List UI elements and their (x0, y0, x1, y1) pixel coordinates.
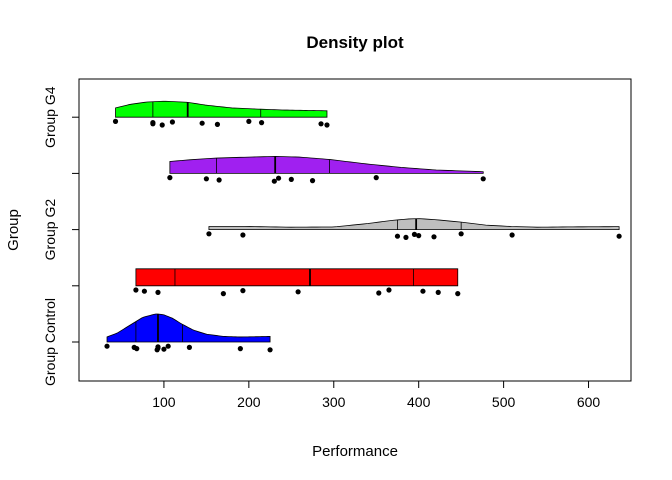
data-point (386, 287, 392, 293)
data-point (376, 290, 382, 296)
data-point (134, 346, 140, 352)
data-point (373, 175, 379, 181)
data-point (237, 346, 243, 352)
data-point (165, 343, 171, 349)
data-point (288, 176, 294, 182)
data-point (271, 178, 277, 184)
density-series-4 (167, 156, 486, 184)
data-point (161, 346, 167, 352)
data-point (275, 175, 282, 181)
data-point (203, 176, 209, 182)
data-point (509, 232, 515, 238)
density-shape (106, 313, 271, 343)
x-tick-label: 200 (237, 394, 261, 410)
data-point (186, 344, 192, 350)
density-series-5 (112, 100, 330, 128)
data-point (240, 288, 246, 294)
data-point (240, 232, 246, 238)
data-point (258, 120, 265, 126)
chart-title: Density plot (306, 33, 404, 52)
data-point (104, 343, 110, 349)
data-point (141, 288, 147, 294)
y-tick-label: Group G2 (42, 199, 58, 261)
data-point (150, 121, 156, 127)
data-point (458, 231, 464, 237)
data-point (155, 345, 161, 351)
data-point (159, 122, 165, 128)
x-axis: 100 200 300 400 500 600 (152, 380, 601, 410)
density-shape (208, 218, 620, 230)
x-tick-label: 600 (577, 394, 601, 410)
data-point (455, 291, 461, 297)
density-series-2 (133, 268, 461, 297)
data-point (133, 287, 139, 293)
data-point (246, 118, 252, 124)
data-point (167, 175, 173, 181)
data-point (394, 233, 401, 239)
data-point (267, 347, 273, 353)
data-point (420, 288, 426, 294)
x-tick-label: 100 (152, 394, 176, 410)
data-point (155, 289, 161, 295)
data-point (199, 120, 205, 126)
data-point (616, 233, 622, 239)
data-point (112, 118, 119, 124)
data-point (214, 121, 221, 127)
y-axis: Group Control Group G2 Group G4 (42, 86, 80, 386)
x-axis-label: Performance (312, 443, 398, 460)
data-point (411, 231, 418, 237)
x-tick-label: 500 (492, 394, 516, 410)
data-point (206, 231, 212, 237)
x-tick-label: 300 (322, 394, 346, 410)
density-series-1 (104, 313, 273, 353)
density-series-3 (206, 218, 622, 240)
density-shape (169, 156, 484, 174)
data-point (216, 177, 222, 183)
y-tick-label: Group Control (42, 298, 58, 386)
data-point (169, 119, 176, 125)
data-point (480, 176, 486, 182)
data-point (220, 291, 226, 297)
data-point (435, 289, 441, 295)
data-point (431, 234, 437, 240)
data-point (318, 121, 324, 127)
data-point (403, 234, 409, 240)
y-tick-label: Group G4 (42, 86, 58, 148)
density-shape (135, 268, 459, 287)
data-point (324, 122, 330, 128)
x-tick-label: 400 (407, 394, 431, 410)
density-shape (115, 100, 328, 118)
data-point (309, 178, 316, 184)
y-axis-label: Group (5, 209, 22, 251)
data-point (416, 233, 422, 239)
data-point (295, 289, 301, 295)
